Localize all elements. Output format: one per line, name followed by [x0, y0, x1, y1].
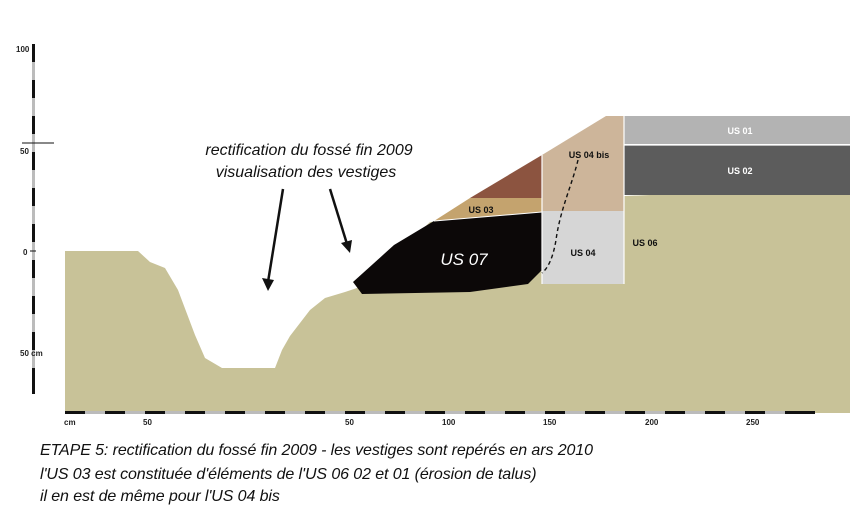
caption-line3: il en est de même pour l'US 04 bis	[40, 488, 280, 505]
layer-us07	[353, 212, 542, 294]
caption-line1: ETAPE 5: rectification du fossé fin 2009…	[40, 442, 593, 459]
hscale-label-cm: cm	[64, 418, 76, 427]
layer-us04	[542, 211, 624, 284]
layer-eroded-brown	[470, 155, 542, 198]
vscale-label-0: 0	[23, 248, 28, 257]
hscale-label-200: 200	[645, 418, 659, 427]
hscale-label-100: 100	[442, 418, 456, 427]
layer-us02	[624, 145, 850, 195]
label-us01: US 01	[727, 126, 752, 136]
hscale-label-50-left: 50	[143, 418, 152, 427]
vscale-label-50cm: 50 cm	[20, 349, 43, 358]
layer-us04bis	[542, 116, 624, 211]
layer-us03	[434, 198, 542, 221]
soil-us06	[65, 191, 850, 413]
vertical-scale	[22, 44, 54, 394]
boundary-line	[433, 211, 543, 222]
arrow-down-right	[328, 188, 352, 253]
horizontal-scale	[65, 411, 815, 414]
caption-line2: l'US 03 est constituée d'éléments de l'U…	[40, 466, 537, 483]
hscale-label-150: 150	[543, 418, 557, 427]
annotation-line2: visualisation des vestiges	[216, 164, 397, 181]
vscale-label-100: 100	[16, 45, 30, 54]
label-us02: US 02	[727, 166, 752, 176]
label-us06: US 06	[632, 238, 657, 248]
hscale-label-250: 250	[746, 418, 760, 427]
arrow-down-left	[262, 188, 285, 291]
label-us04bis: US 04 bis	[569, 150, 610, 160]
label-us07: US 07	[440, 250, 488, 269]
hscale-label-50: 50	[345, 418, 354, 427]
label-us03: US 03	[468, 205, 493, 215]
vscale-label-50: 50	[20, 147, 29, 156]
annotation-line1: rectification du fossé fin 2009	[205, 142, 412, 159]
label-us04: US 04	[570, 248, 595, 258]
layer-us01	[624, 116, 850, 144]
